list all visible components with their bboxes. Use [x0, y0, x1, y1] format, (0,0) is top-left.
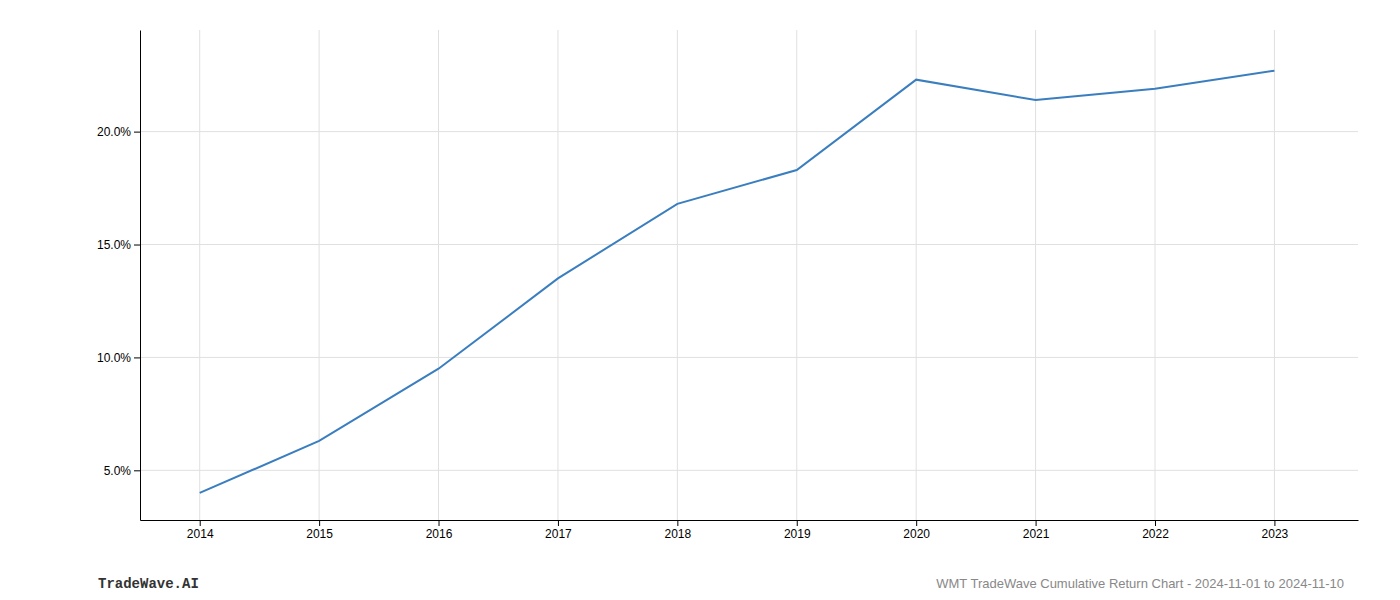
- x-tick-mark: [916, 520, 917, 526]
- y-tick-mark: [134, 245, 140, 246]
- grid-line-y: [140, 244, 1358, 245]
- y-axis: 5.0% 10.0% 15.0% 20.0%: [97, 31, 141, 521]
- x-tick: 2017: [545, 520, 572, 541]
- x-tick: 2014: [187, 520, 214, 541]
- plot: 2014 2015 2016 2017 2018 2019 2020 2021 2022 2023…: [97, 30, 1359, 541]
- grid-line-y: [140, 131, 1358, 132]
- x-tick-label: 2016: [426, 527, 453, 541]
- x-tick-mark: [1274, 520, 1275, 526]
- x-tick-mark: [319, 520, 320, 526]
- x-tick: 2016: [426, 520, 453, 541]
- line: [200, 71, 1275, 493]
- grid-line-x: [1274, 30, 1275, 520]
- grid-line-x: [796, 30, 797, 520]
- grid-line-x: [319, 30, 320, 520]
- x-tick: 2023: [1262, 520, 1289, 541]
- grid-line-x: [677, 30, 678, 520]
- x-tick-label: 2014: [187, 527, 214, 541]
- y-tick: 5.0%: [104, 464, 140, 478]
- x-tick-mark: [200, 520, 201, 526]
- y-tick-label: 15.0%: [97, 238, 131, 252]
- x-axis: 2014 2015 2016 2017 2018 2019 2020 2021 2022 2023: [141, 520, 1359, 541]
- footer-left: TradeWave.AI: [98, 576, 199, 592]
- grid-line-x: [1035, 30, 1036, 520]
- x-tick-mark: [677, 520, 678, 526]
- grid-line-y: [140, 470, 1358, 471]
- y-tick-mark: [134, 470, 140, 471]
- chart: 2014 2015 2016 2017 2018 2019 2020 2021 2022 2023…: [0, 0, 1400, 600]
- footer-right: WMT TradeWave Cumulative Return Chart - …: [936, 576, 1344, 591]
- grid: [140, 30, 1358, 520]
- x-tick-mark: [439, 520, 440, 526]
- y-tick-label: 10.0%: [97, 351, 131, 365]
- y-tick-label: 20.0%: [97, 125, 131, 139]
- x-tick-label: 2021: [1023, 527, 1050, 541]
- grid-line-x: [199, 30, 200, 520]
- y-tick-mark: [134, 357, 140, 358]
- y-tick-label: 5.0%: [104, 464, 132, 478]
- grid-line-x: [916, 30, 917, 520]
- x-tick-mark: [1155, 520, 1156, 526]
- grid-line-x: [557, 30, 558, 520]
- x-tick: 2022: [1142, 520, 1169, 541]
- marks: [200, 71, 1275, 493]
- y-axis-line: [140, 31, 141, 521]
- x-tick-mark: [558, 520, 559, 526]
- x-axis-line: [141, 520, 1359, 521]
- x-tick: 2021: [1023, 520, 1050, 541]
- x-tick-mark: [1036, 520, 1037, 526]
- x-tick-label: 2017: [545, 527, 572, 541]
- y-tick-mark: [134, 132, 140, 133]
- x-tick-label: 2015: [306, 527, 333, 541]
- x-tick: 2018: [665, 520, 692, 541]
- x-tick-label: 2020: [903, 527, 930, 541]
- x-tick: 2019: [784, 520, 811, 541]
- x-tick-mark: [797, 520, 798, 526]
- x-tick-label: 2023: [1262, 527, 1289, 541]
- grid-line-y: [140, 357, 1358, 358]
- x-tick-label: 2019: [784, 527, 811, 541]
- y-tick: 10.0%: [97, 351, 140, 365]
- x-tick-label: 2022: [1142, 527, 1169, 541]
- grid-line-x: [438, 30, 439, 520]
- y-tick: 15.0%: [97, 238, 140, 252]
- x-tick: 2020: [903, 520, 930, 541]
- grid-line-x: [1155, 30, 1156, 520]
- x-tick-label: 2018: [665, 527, 692, 541]
- y-tick: 20.0%: [97, 125, 140, 139]
- x-tick: 2015: [306, 520, 333, 541]
